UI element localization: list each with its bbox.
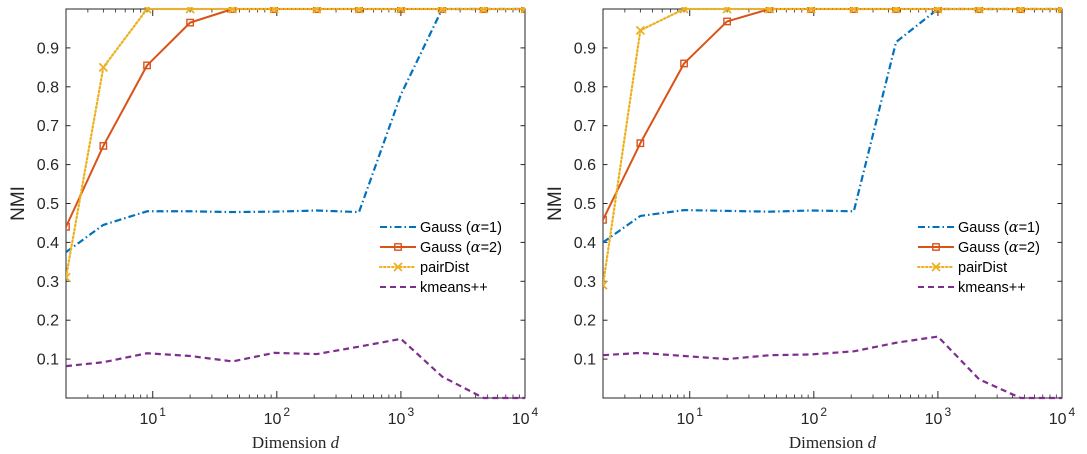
y-tick-label: 0.3 <box>37 274 59 291</box>
plot-area <box>66 7 525 400</box>
y-tick-label: 0.3 <box>574 274 596 291</box>
series-point <box>806 7 816 14</box>
y-tick-label: 0.5 <box>37 196 59 213</box>
series-point <box>891 7 901 14</box>
x-axis-label: Dimension d <box>252 433 340 452</box>
series-point <box>680 59 688 68</box>
series-point <box>723 17 731 26</box>
y-tick-label: 0.7 <box>574 118 596 135</box>
series-point <box>354 7 364 14</box>
legend-label: kmeans++ <box>420 280 488 296</box>
series-point <box>636 139 645 148</box>
y-tick-label: 0.8 <box>574 79 596 96</box>
series-point <box>722 7 732 14</box>
legend-marker <box>932 243 940 251</box>
axes-box <box>65 8 526 399</box>
y-tick-label: 0.4 <box>37 235 59 252</box>
y-tick-label: 0.2 <box>37 313 59 330</box>
series-point <box>478 7 489 14</box>
series-point <box>66 222 70 231</box>
y-tick-label: 0.1 <box>37 352 59 369</box>
series-point <box>849 7 859 14</box>
series-line-3 <box>66 7 525 279</box>
legend-label: kmeans++ <box>958 280 1026 296</box>
series-line-2 <box>603 8 1062 221</box>
x-tick-label: 10 2 <box>264 405 291 428</box>
series-line-3 <box>603 7 1062 287</box>
y-tick-label: 0.6 <box>574 157 596 174</box>
y-tick-label: 0.9 <box>574 40 596 57</box>
y-axis-label: NMI <box>8 186 29 221</box>
series-point <box>679 7 689 14</box>
y-tick-label: 0.1 <box>574 352 596 369</box>
legend-marker <box>394 243 402 251</box>
series-line-4 <box>603 335 1062 400</box>
y-tick-label: 0.4 <box>574 235 596 252</box>
legend: Gauss (α=1) Gauss (α=2) pairDist kmeans++ <box>379 220 502 296</box>
series-point <box>933 7 943 14</box>
series-point <box>603 215 607 224</box>
series-line-1 <box>603 7 1062 244</box>
legend-marker <box>393 262 403 272</box>
x-tick-label: 10 2 <box>801 405 828 428</box>
series-point <box>603 280 608 290</box>
axes-box <box>602 8 1063 399</box>
series-line-2 <box>66 8 525 228</box>
x-tick-label: 10 1 <box>139 405 166 428</box>
y-axis-label: NMI <box>545 186 566 221</box>
legend-label: Gauss (α=2) <box>420 240 502 256</box>
series-point <box>635 25 645 36</box>
y-tick-label: 0.6 <box>37 157 59 174</box>
y-tick-label: 0.2 <box>574 313 596 330</box>
legend-marker <box>931 262 941 272</box>
x-axis-label: Dimension d <box>789 433 877 452</box>
x-tick-label: 10 1 <box>676 405 703 428</box>
series-point <box>269 7 279 14</box>
series-line-4 <box>66 337 525 400</box>
plot-area <box>603 7 1062 400</box>
series-point <box>396 7 406 14</box>
x-tick-label: 10 3 <box>925 405 952 428</box>
series-point <box>185 7 195 14</box>
legend-label: Gauss (α=2) <box>958 240 1040 256</box>
series-point <box>1015 7 1026 14</box>
legend-label: Gauss (α=1) <box>958 220 1040 236</box>
series-point <box>98 62 108 72</box>
legend-label: Gauss (α=1) <box>420 220 502 236</box>
series-point <box>974 7 984 14</box>
chart-panel-1: 0.1 0.2 0.3 0.4 0.5 0.6 0.7 0.8 0.9 10 1 10 2 10 3 10 4 D… <box>8 7 539 452</box>
series-point <box>99 142 108 150</box>
chart-panel-2: 0.1 0.2 0.3 0.4 0.5 0.6 0.7 0.8 0.9 10 1 10 2 10 3 10 4 D… <box>545 7 1076 452</box>
series-point <box>1057 7 1062 14</box>
series-point <box>520 7 525 14</box>
series-point <box>227 7 238 14</box>
series-point <box>66 272 71 283</box>
series-point <box>312 7 322 14</box>
legend: Gauss (α=1) Gauss (α=2) pairDist kmeans++ <box>917 220 1040 296</box>
series-point <box>143 61 151 70</box>
series-point <box>437 7 447 14</box>
legend-label: pairDist <box>420 260 469 276</box>
y-tick-label: 0.8 <box>37 79 59 96</box>
series-point <box>186 18 194 27</box>
legend-label: pairDist <box>958 260 1007 276</box>
y-tick-label: 0.5 <box>574 196 596 213</box>
x-tick-label: 10 4 <box>1049 405 1076 428</box>
series-point <box>142 7 152 14</box>
x-tick-label: 10 4 <box>512 405 539 428</box>
x-tick-label: 10 3 <box>388 405 415 428</box>
y-tick-label: 0.9 <box>37 40 59 57</box>
series-point <box>764 7 775 14</box>
y-tick-label: 0.7 <box>37 118 59 135</box>
series-line-1 <box>66 7 525 254</box>
